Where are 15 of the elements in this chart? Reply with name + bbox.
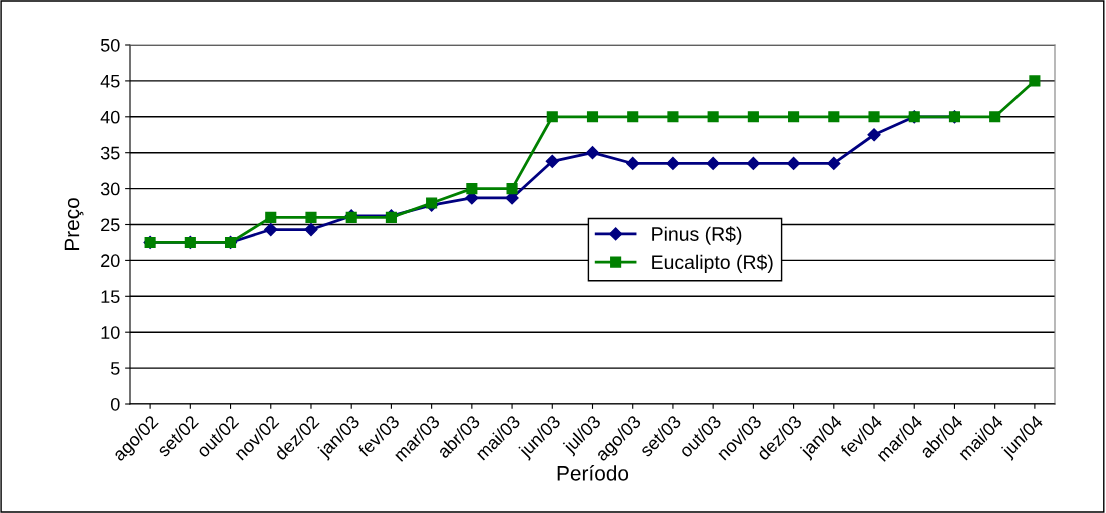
y-tick-label: 25: [101, 218, 120, 232]
y-tick-label: 0: [110, 397, 120, 411]
y-tick-label: 50: [100, 38, 120, 52]
y-tick-label: 30: [100, 182, 120, 196]
legend-label: Eucalipto (R$): [652, 254, 773, 273]
x-axis-title: Período: [557, 465, 629, 481]
y-tick-label: 5: [110, 362, 120, 375]
y-tick-label: 10: [101, 326, 120, 339]
y-tick-label: 45: [100, 75, 120, 88]
y-axis-title: Preço: [64, 198, 84, 250]
y-tick-label: 40: [100, 110, 120, 124]
y-tick-label: 35: [100, 146, 120, 160]
y-tick-label: 15: [101, 290, 120, 304]
legend-label: Pinus (R$): [652, 226, 742, 245]
y-tick-label: 20: [101, 254, 120, 268]
